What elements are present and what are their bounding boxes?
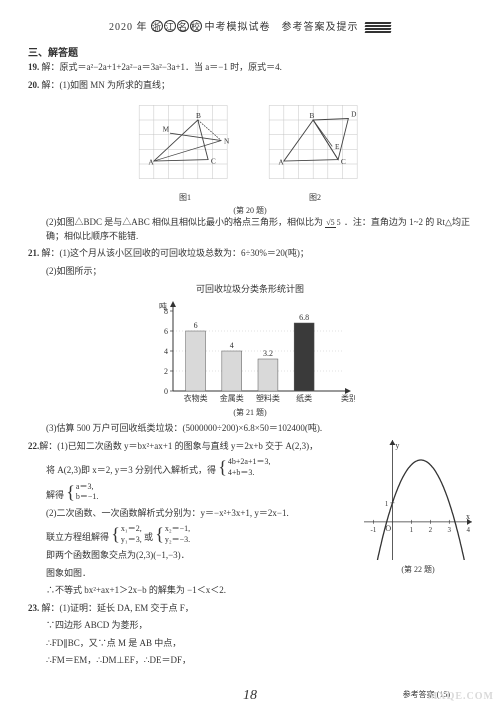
svg-text:D: D xyxy=(351,110,356,119)
q22-l6: 即两个函数图象交点为(2,3)(−1,−3)． xyxy=(28,549,354,563)
q20-caption: (第 20 题) xyxy=(28,205,472,216)
svg-text:2: 2 xyxy=(429,526,433,534)
svg-text:3: 3 xyxy=(448,526,452,534)
q22-l5a: 联立方程组解得 xyxy=(46,532,109,542)
q22-l3a: 解得 xyxy=(46,490,64,500)
svg-text:y: y xyxy=(395,441,399,450)
q21-chart-caption: (第 21 题) xyxy=(233,407,266,418)
q20-num: 20. xyxy=(28,80,39,90)
svg-text:M: M xyxy=(163,125,170,134)
q22-sys4: {x₂＝−1,y₂＝−3. xyxy=(155,524,190,545)
svg-text:A: A xyxy=(278,158,284,167)
q22: 22.解：(1)已知二次函数 y＝bx²+ax+1 的图象与直线 y＝2x+b … xyxy=(28,440,472,602)
svg-text:N: N xyxy=(224,136,230,145)
q19: 19. 解：原式＝a²−2a+1+2a²−a＝3a²−3a+1．当 a＝−1 时… xyxy=(28,61,472,75)
header-stripes-icon xyxy=(365,21,391,34)
q21-chart-svg: 02468吨6衣物类4金属类3.2塑料类6.8纸类类别 xyxy=(145,295,355,405)
q21-chart-title: 可回收垃圾分类条形统计图 xyxy=(196,282,304,295)
svg-text:4: 4 xyxy=(164,347,168,356)
q23-l1: 解：(1)证明：延长 DA, EM 交于点 F， xyxy=(42,603,194,613)
svg-text:塑料类: 塑料类 xyxy=(256,393,280,403)
q20-fig2: B D A CE 图2 xyxy=(260,96,370,203)
page-header: 2020 年 浙江名校 中考模拟试卷 参考答案及提示 xyxy=(28,18,472,34)
q19-text: 解：原式＝a²−2a+1+2a²−a＝3a²−3a+1．当 a＝−1 时，原式＝… xyxy=(42,62,282,72)
q20-fig2-svg: B D A CE xyxy=(260,96,370,188)
svg-text:金属类: 金属类 xyxy=(220,393,244,403)
svg-text:C: C xyxy=(341,157,346,166)
q22-graph-svg: xyO-112341 xyxy=(364,440,472,560)
svg-text:C: C xyxy=(211,156,216,165)
q22-graph: xyO-112341 (第 22 题) xyxy=(364,440,472,602)
q21-chart: 可回收垃圾分类条形统计图 02468吨6衣物类4金属类3.2塑料类6.8纸类类别… xyxy=(28,282,472,418)
q22-l4: (2)二次函数、一次函数解析式分别为：y＝−x²+3x+1, y＝2x−1. xyxy=(28,507,354,521)
header-c4: 校 xyxy=(190,20,202,32)
q20-fig1: B A C M N 图1 xyxy=(130,96,240,203)
q21-part3: (3)估算 500 万户可回收纸类垃圾：(5000000÷200)×6.8×50… xyxy=(28,422,472,436)
q22-sys3: {x₁＝2,y₁＝3, xyxy=(111,524,141,545)
q21-num: 21. xyxy=(28,248,39,258)
q22-l7: 图象如图． xyxy=(28,567,354,581)
header-c3: 名 xyxy=(177,20,189,32)
q22-l1: 解：(1)已知二次函数 y＝bx²+ax+1 的图象与直线 y＝2x+b 交于 … xyxy=(39,441,318,451)
q22-l2a: 将 A(2,3)即 x＝2, y＝3 分别代入解析式，得 xyxy=(46,465,216,475)
q20-ratio: √55 xyxy=(325,219,341,227)
footer-watermark: MXQE.COM xyxy=(428,691,494,702)
svg-text:x: x xyxy=(466,512,470,521)
svg-text:6: 6 xyxy=(194,321,198,330)
q21-part1: 解：(1)这个月从该小区回收的可回收垃圾总数为：6÷30%＝20(吨)； xyxy=(42,248,309,258)
header-year: 2020 年 xyxy=(109,22,148,33)
svg-text:4: 4 xyxy=(466,526,470,534)
q22-sys2: {a＝3,b＝−1. xyxy=(66,482,98,503)
q22-l5b: 或 xyxy=(144,532,153,542)
svg-text:吨: 吨 xyxy=(159,301,167,311)
svg-text:3.2: 3.2 xyxy=(263,349,273,358)
q19-num: 19. xyxy=(28,62,39,72)
svg-text:B: B xyxy=(310,111,315,120)
q22-caption: (第 22 题) xyxy=(364,564,472,575)
q23-l3: ∴FD∥BC，又∵点 M 是 AB 中点， xyxy=(28,637,472,651)
q22-l8: ∴不等式 bx²+ax+1＞2x−b 的解集为 −1＜x＜2. xyxy=(28,584,354,598)
q20-fig1-svg: B A C M N xyxy=(130,96,240,188)
q20-fig2-label: 图2 xyxy=(260,192,370,203)
section-3-title: 三、解答题 xyxy=(28,44,472,59)
q21-part2: (2)如图所示； xyxy=(28,265,472,279)
svg-text:E: E xyxy=(335,142,340,151)
svg-text:纸类: 纸类 xyxy=(296,393,312,403)
q22-num: 22. xyxy=(28,441,39,451)
q22-sys1: {4b+2a+1＝3,4+b＝3. xyxy=(218,457,270,478)
q23-l2: ∵四边形 ABCD 为菱形， xyxy=(28,619,472,633)
svg-text:2: 2 xyxy=(164,367,168,376)
q21: 21. 解：(1)这个月从该小区回收的可回收垃圾总数为：6÷30%＝20(吨)； xyxy=(28,247,472,261)
svg-text:A: A xyxy=(148,158,154,167)
svg-text:0: 0 xyxy=(164,387,168,396)
q23-l4: ∴FM＝EM，∴DM⊥EF，∴DE＝DF， xyxy=(28,654,472,668)
svg-text:1: 1 xyxy=(385,500,389,508)
q20-part2: (2)如图△BDC 是与△ABC 相似且相似比最小的格点三角形，相似比为 √55… xyxy=(28,216,472,243)
svg-text:6: 6 xyxy=(164,327,168,336)
svg-text:1: 1 xyxy=(410,526,414,534)
q20-fig1-label: 图1 xyxy=(130,192,240,203)
handwritten-page: 18 xyxy=(243,688,257,704)
q20-part1: 解：(1)如图 MN 为所求的直线； xyxy=(42,80,171,90)
svg-text:衣物类: 衣物类 xyxy=(184,393,208,403)
svg-text:-1: -1 xyxy=(371,526,377,534)
q20-figures: BACMN 图1 BDACE 图2 xyxy=(28,96,472,203)
q20: 20. 解：(1)如图 MN 为所求的直线； xyxy=(28,79,472,93)
svg-text:B: B xyxy=(196,111,201,120)
q23: 23. 解：(1)证明：延长 DA, EM 交于点 F， xyxy=(28,602,472,616)
header-c1: 浙 xyxy=(151,20,163,32)
svg-text:6.8: 6.8 xyxy=(299,313,309,322)
header-rest: 中考模拟试卷 参考答案及提示 xyxy=(205,22,359,33)
svg-text:4: 4 xyxy=(230,341,234,350)
q20-part2a: (2)如图△BDC 是与△ABC 相似且相似比最小的格点三角形，相似比为 xyxy=(46,217,323,227)
svg-text:类别: 类别 xyxy=(341,393,355,403)
header-c2: 江 xyxy=(164,20,176,32)
q23-num: 23. xyxy=(28,603,39,613)
